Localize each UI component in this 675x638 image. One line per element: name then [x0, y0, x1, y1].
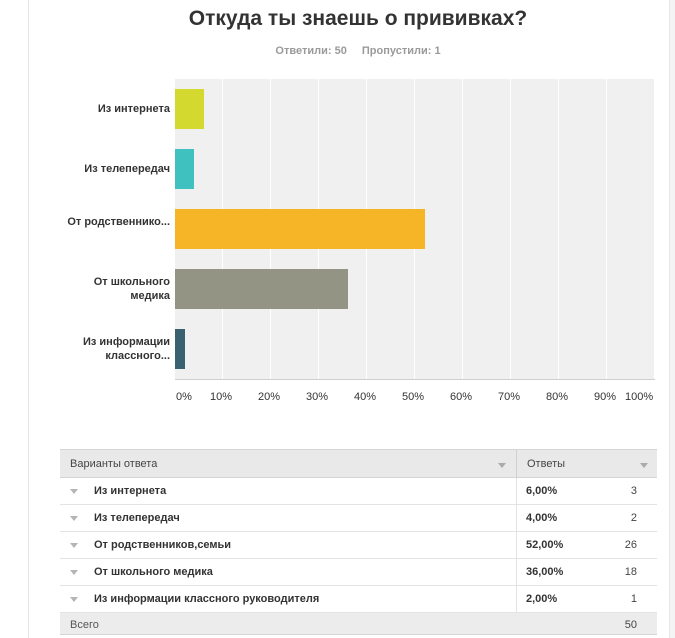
- header-divider: [516, 450, 517, 478]
- sort-responses-icon[interactable]: [640, 463, 648, 468]
- bar[interactable]: [175, 329, 185, 369]
- row-answer-label: От школьного медика: [94, 566, 213, 578]
- bar[interactable]: [175, 149, 195, 189]
- x-tick-label: 50%: [402, 391, 425, 403]
- row-answer-label: Из интернета: [94, 485, 167, 497]
- table-header: Варианты ответа Ответы: [60, 449, 657, 478]
- table-row[interactable]: Из интернета 6,00% 3: [60, 478, 657, 505]
- row-answer-label: От родственников,семьи: [94, 539, 232, 551]
- row-percent: 52,00%: [526, 539, 564, 551]
- x-axis-line: [175, 379, 655, 380]
- table-row[interactable]: От школьного медика 36,00% 18: [60, 559, 657, 586]
- x-tick-label: 60%: [450, 391, 473, 403]
- x-tick-label: 80%: [546, 391, 569, 403]
- row-answer-label: Из информации классного руководителя: [94, 593, 320, 605]
- response-stats: Ответили: 50 Пропустили: 1: [0, 45, 675, 57]
- row-percent: 36,00%: [526, 566, 564, 578]
- gridline: [462, 79, 463, 379]
- category-label: Из информации классного...: [82, 336, 170, 362]
- row-divider: [516, 478, 517, 504]
- row-divider: [516, 532, 517, 558]
- gridline: [606, 79, 607, 379]
- bar[interactable]: [175, 209, 425, 249]
- gridline: [558, 79, 559, 379]
- expand-row-icon[interactable]: [70, 489, 78, 494]
- row-percent: 4,00%: [526, 512, 558, 524]
- expand-row-icon[interactable]: [70, 516, 78, 521]
- x-tick-label: 0%: [176, 391, 192, 403]
- total-count: 50: [624, 619, 637, 631]
- skipped-count: Пропустили: 1: [361, 45, 441, 57]
- gridline: [510, 79, 511, 379]
- row-divider: [516, 505, 517, 531]
- table-row[interactable]: Из телепередач 4,00% 2: [60, 505, 657, 532]
- x-tick-label: 20%: [258, 391, 281, 403]
- expand-row-icon[interactable]: [70, 597, 78, 602]
- gridline: [654, 79, 655, 379]
- table-row[interactable]: От родственников,семьи 52,00% 26: [60, 532, 657, 559]
- row-count: 2: [630, 512, 637, 524]
- x-tick-label: 70%: [498, 391, 521, 403]
- row-count: 1: [630, 593, 637, 605]
- header-responses[interactable]: Ответы: [527, 458, 566, 470]
- row-divider: [516, 586, 517, 612]
- row-count: 26: [624, 539, 637, 551]
- category-label: Из интернета: [97, 103, 170, 115]
- row-count: 18: [624, 566, 637, 578]
- answered-count: Ответили: 50: [275, 45, 347, 57]
- x-tick-label: 10%: [210, 391, 233, 403]
- category-label: От школьного медика: [93, 276, 170, 302]
- plot-area: [175, 79, 655, 379]
- scrollbar-track[interactable]: [669, 0, 675, 638]
- table-body: Из интернета 6,00% 3 Из телепередач 4,00% 2 От…: [60, 478, 657, 613]
- x-tick-label: 40%: [354, 391, 377, 403]
- row-count: 3: [630, 485, 637, 497]
- expand-row-icon[interactable]: [70, 543, 78, 548]
- category-label: Из телепередач: [84, 163, 170, 175]
- bar[interactable]: [175, 89, 204, 129]
- table-row[interactable]: Из информации классного руководителя 2,00…: [60, 586, 657, 613]
- table-total-row: Всего 50: [60, 613, 657, 635]
- chart-title: Откуда ты знаешь о прививках?: [188, 7, 528, 30]
- total-label: Всего: [70, 619, 99, 631]
- row-answer-label: Из телепередач: [94, 512, 180, 524]
- bar[interactable]: [175, 269, 348, 309]
- responses-table: Варианты ответа Ответы Из интернета 6,00%…: [60, 449, 657, 635]
- x-tick-label: 100%: [625, 391, 654, 403]
- x-tick-label: 30%: [306, 391, 329, 403]
- sort-options-icon[interactable]: [498, 463, 506, 468]
- row-divider: [516, 559, 517, 585]
- header-answer-options[interactable]: Варианты ответа: [70, 458, 158, 470]
- row-percent: 6,00%: [526, 485, 558, 497]
- page-left-border: [28, 0, 29, 638]
- row-percent: 2,00%: [526, 593, 558, 605]
- expand-row-icon[interactable]: [70, 570, 78, 575]
- x-tick-label: 90%: [594, 391, 617, 403]
- category-label: От родственнико...: [67, 216, 170, 228]
